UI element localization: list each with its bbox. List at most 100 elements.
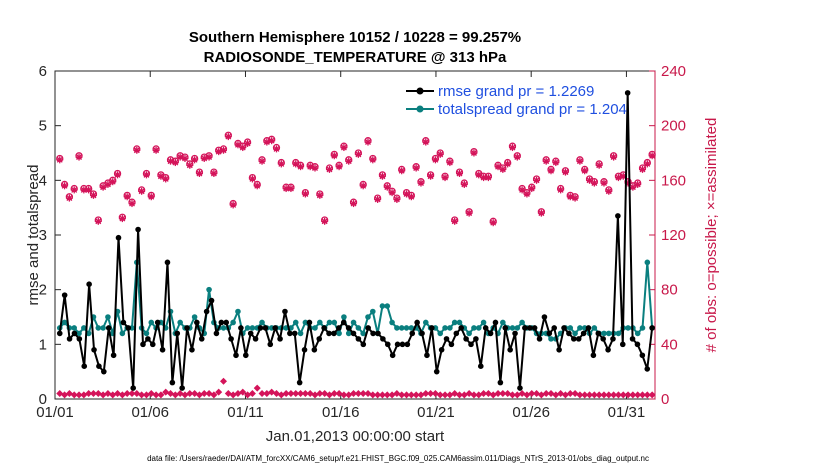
obs-assimilated-marker [176,153,184,161]
obs-assimilated-marker [451,217,459,225]
obs-assimilated-marker [407,193,415,201]
obs-star-stroke [519,186,526,193]
obs-assimilated-marker [301,190,309,198]
obs-rejected-marker [590,391,598,399]
totalspread-point [451,319,458,326]
chart-title-line1: Southern Hemisphere 10152 / 10228 = 99.2… [189,29,521,46]
obs-assimilated-marker [504,160,512,168]
rmse-point [399,341,406,348]
obs-assimilated-marker [547,167,555,175]
obs-star-stroke [109,178,116,185]
obs-assimilated-marker [398,167,406,175]
obs-assimilated-marker [75,153,83,161]
obs-assimilated-marker [335,163,343,171]
obs-star-stroke [302,191,309,197]
obs-star-stroke [340,144,347,151]
totalspread-point [244,325,251,331]
obs-star-stroke [259,158,265,165]
obs-star-stroke [345,158,352,165]
x-tick-label: 01/16 [322,404,360,421]
obs-star-stroke [206,154,213,161]
obs-star-stroke [283,185,290,192]
obs-assimilated-marker [595,161,603,169]
rmse-point [575,336,582,342]
obs-rejected-marker [508,391,516,399]
obs-star-stroke [268,137,275,144]
obs-star-stroke [586,177,593,184]
obs-star-stroke [432,156,439,163]
obs-star-stroke [480,174,487,181]
obs-star-stroke [100,184,107,191]
rmse-point [267,341,274,348]
obs-assimilated-marker [542,157,550,165]
obs-rejected-marker [89,390,97,398]
obs-assimilated-marker [436,150,444,158]
totalspread-point [143,330,150,337]
right-y-tick-label: 80 [661,282,678,299]
totalspread-point [365,314,371,320]
rmse-point [492,319,499,326]
totalspread-point [100,325,106,331]
obs-star-stroke [365,139,371,146]
obs-rejected-marker [359,390,367,398]
obs-star-stroke [620,173,627,180]
obs-assimilated-marker [325,165,333,173]
obs-star-stroke [528,185,535,192]
left-y-tick-label: 4 [39,172,47,189]
rmse-point [203,308,210,315]
totalspread-point [437,330,444,337]
obs-star-stroke [369,156,376,163]
obs-rejected-marker [403,391,411,399]
totalspread-point [379,303,386,309]
obs-assimilated-marker [142,171,150,179]
rmse-point [502,325,509,331]
obs-assimilated-marker [403,190,411,198]
obs-rejected-marker [297,390,305,398]
rmse-point [194,319,200,326]
obs-star-stroke [504,160,511,167]
obs-rejected-marker [422,390,430,398]
totalspread-point [500,319,506,326]
obs-star-stroke [610,154,617,161]
rmse-point [257,325,264,331]
obs-star-stroke [225,133,232,140]
rmse-point [571,336,577,342]
obs-star-stroke [90,192,97,199]
obs-rejected-marker [610,391,618,399]
obs-assimilated-marker [427,172,435,180]
rmse-point [189,347,195,353]
right-y-tick-label: 240 [661,63,686,80]
rmse-point [541,314,548,320]
obs-assimilated-marker [89,191,97,199]
obs-assimilated-marker [220,146,228,154]
obs-assimilated-marker [186,161,194,169]
rmse-point [287,330,293,337]
obs-assimilated-marker [513,153,521,161]
totalspread-point [615,330,622,337]
obs-assimilated-marker [533,176,541,184]
obs-star-stroke [509,144,516,151]
obs-assimilated-marker [364,138,372,146]
totalspread-point [220,325,227,331]
obs-star-stroke [153,147,160,154]
obs-star-stroke [80,186,87,193]
obs-star-stroke [177,154,184,161]
obs-assimilated-marker [586,176,594,184]
obs-star-stroke [196,170,203,177]
obs-star-stroke [543,158,550,165]
obs-star-stroke [66,195,73,202]
obs-assimilated-marker [171,159,179,167]
obs-assimilated-marker [470,149,478,157]
obs-star-stroke [639,166,646,173]
obs-assimilated-marker [287,185,295,193]
obs-assimilated-marker [70,186,78,194]
rmse-point [453,330,460,337]
totalspread-point [331,319,338,326]
obs-assimilated-marker [244,139,252,147]
obs-assimilated-marker [566,193,574,201]
rmse-point [615,213,621,219]
obs-assimilated-marker [590,179,598,187]
obs-assimilated-marker [162,175,170,183]
obs-rejected-marker [619,391,627,399]
